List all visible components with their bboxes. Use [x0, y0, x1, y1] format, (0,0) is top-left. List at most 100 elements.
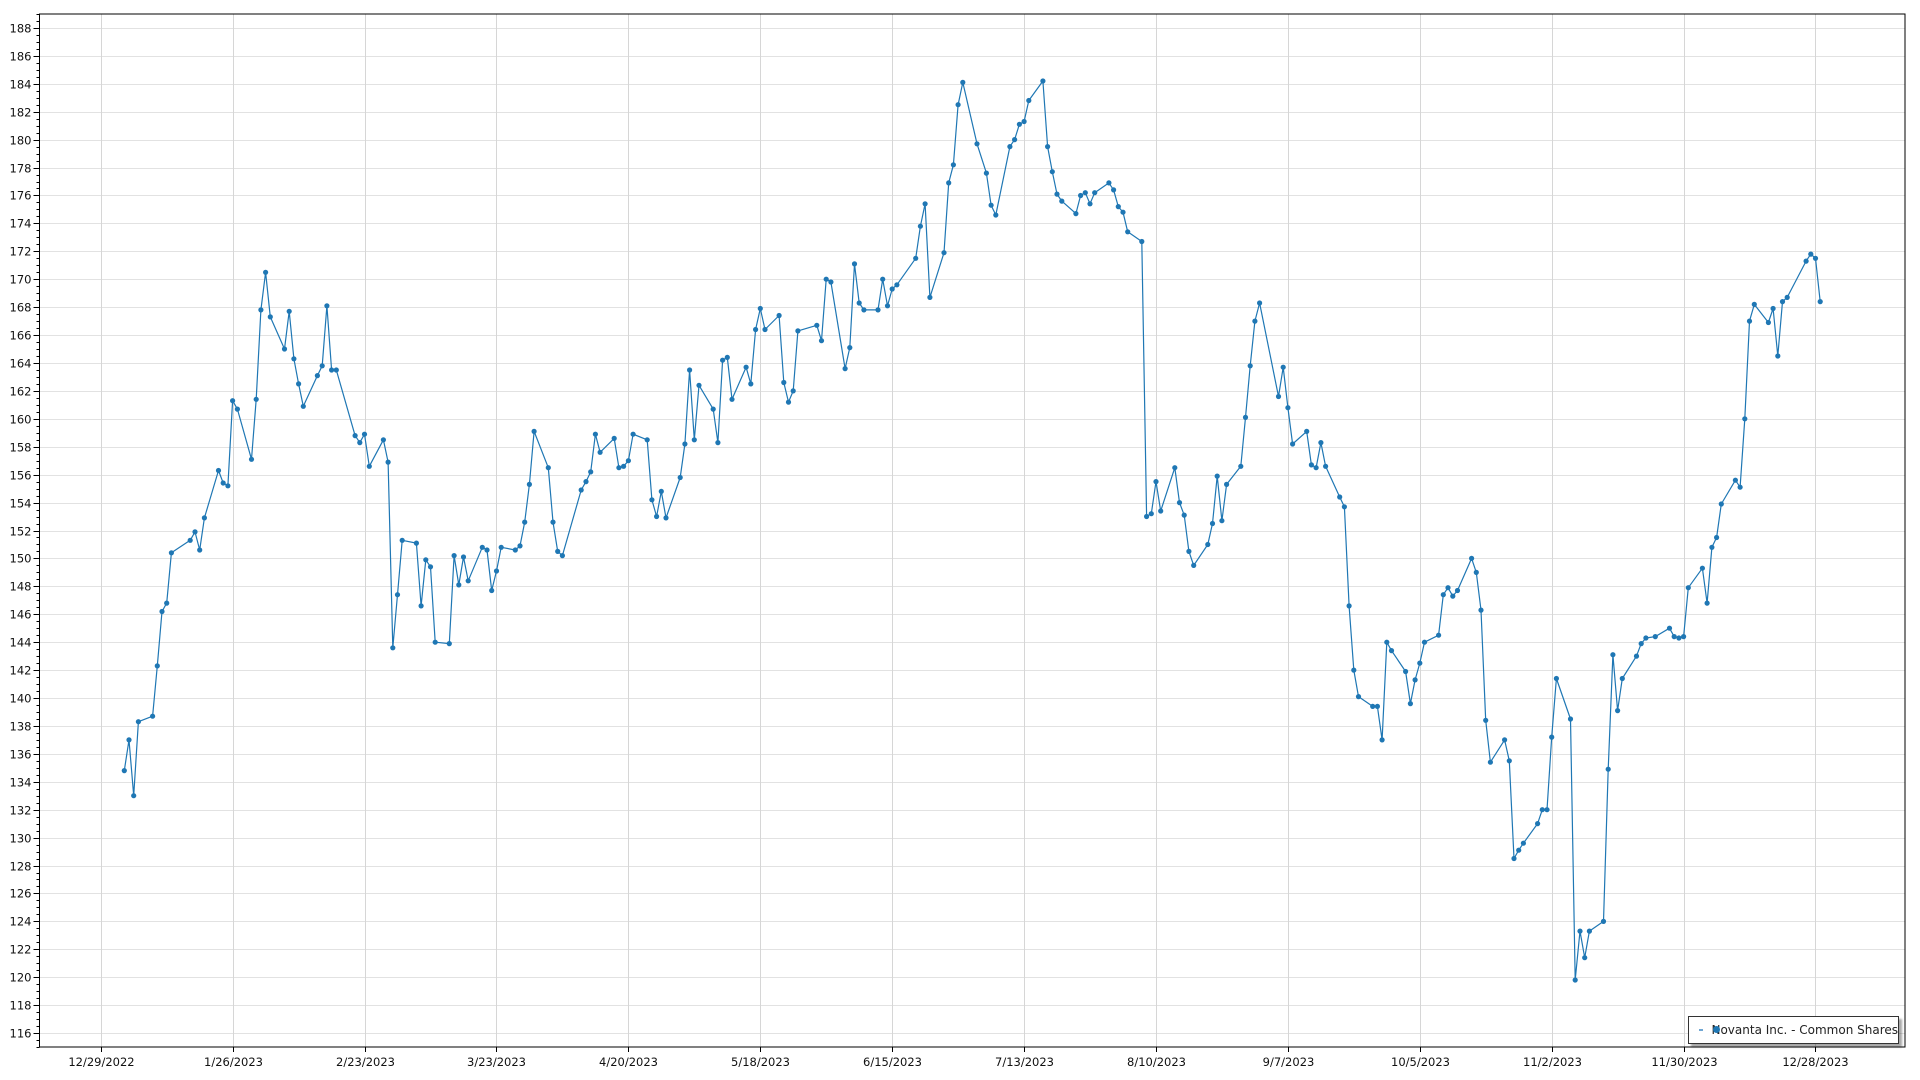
data-point	[1732, 477, 1738, 483]
data-point	[131, 793, 137, 799]
data-point	[974, 141, 980, 147]
data-point	[1280, 364, 1286, 370]
data-point	[917, 223, 924, 229]
data-point	[644, 437, 650, 443]
data-point	[126, 737, 132, 743]
data-point	[267, 314, 273, 320]
data-point	[1586, 928, 1592, 934]
data-point	[164, 600, 170, 606]
data-point	[1181, 512, 1187, 518]
data-point	[559, 553, 566, 559]
data-point	[1224, 481, 1230, 487]
data-point	[1252, 318, 1258, 324]
x-tick-label: 6/15/2023	[863, 1055, 922, 1069]
data-point	[361, 431, 368, 437]
data-point	[625, 458, 632, 464]
data-point	[366, 463, 372, 469]
data-point	[682, 441, 688, 447]
data-point	[781, 379, 787, 386]
data-point	[988, 202, 994, 208]
data-point	[795, 328, 801, 334]
data-point	[1652, 634, 1658, 640]
data-point	[1040, 78, 1046, 84]
data-point	[253, 396, 259, 402]
data-point	[927, 294, 933, 300]
y-tick-label: 174	[10, 217, 32, 231]
data-point	[1483, 717, 1489, 723]
data-point	[215, 467, 222, 474]
data-point	[1007, 144, 1013, 150]
data-point	[291, 356, 297, 362]
data-point	[399, 537, 405, 543]
data-point	[1374, 703, 1380, 710]
data-point	[1304, 428, 1310, 434]
data-point	[658, 488, 664, 494]
data-point	[1671, 634, 1677, 640]
data-point	[1323, 463, 1329, 469]
data-point	[333, 367, 339, 373]
data-point	[1704, 600, 1710, 606]
data-point	[1718, 501, 1724, 507]
data-point	[1605, 766, 1611, 772]
data-point	[1379, 737, 1385, 743]
data-point	[1337, 494, 1343, 500]
x-tick-label: 3/23/2023	[467, 1055, 526, 1069]
data-point	[861, 307, 867, 313]
data-point	[484, 547, 490, 553]
data-point	[281, 346, 288, 352]
data-point	[1275, 393, 1282, 400]
data-point	[894, 282, 900, 288]
data-point	[1742, 416, 1748, 422]
data-point	[1158, 508, 1164, 514]
x-tick-label: 5/18/2023	[731, 1055, 790, 1069]
data-point	[724, 354, 730, 360]
data-point	[1450, 593, 1456, 599]
data-point	[1092, 190, 1098, 196]
data-point	[1567, 716, 1574, 722]
y-tick-label: 162	[10, 385, 32, 399]
data-point	[394, 592, 401, 598]
data-point	[451, 553, 457, 559]
data-point	[150, 713, 156, 719]
y-tick-label: 180	[10, 134, 32, 148]
x-tick-label: 9/7/2023	[1263, 1055, 1315, 1069]
y-tick-label: 160	[10, 413, 32, 427]
data-point	[1341, 504, 1347, 510]
y-tick-label: 166	[10, 329, 32, 343]
data-point	[300, 403, 306, 409]
data-point	[828, 279, 834, 285]
legend: Novanta Inc. - Common Shares	[1688, 1016, 1899, 1044]
data-point	[588, 469, 594, 475]
data-point	[1714, 534, 1720, 541]
data-point	[1191, 562, 1197, 569]
data-point	[225, 483, 231, 489]
y-tick-label: 148	[10, 580, 32, 594]
data-point	[1681, 634, 1687, 640]
data-point	[352, 433, 358, 439]
data-point	[201, 515, 207, 521]
y-tick-label: 146	[10, 608, 32, 622]
legend-line-marker-icon	[1699, 1024, 1723, 1036]
data-point	[1516, 847, 1522, 853]
data-point	[729, 396, 735, 402]
data-point	[1407, 701, 1413, 707]
y-tick-label: 164	[10, 357, 32, 371]
data-point	[418, 603, 424, 609]
data-point	[649, 497, 655, 503]
data-point	[1685, 585, 1691, 591]
data-point	[1746, 318, 1753, 324]
data-point	[258, 307, 264, 313]
y-tick-label: 142	[10, 664, 32, 678]
data-point	[1502, 737, 1508, 743]
data-point	[168, 550, 174, 556]
data-point	[479, 544, 485, 550]
data-point	[1219, 518, 1225, 524]
data-point	[1610, 652, 1616, 658]
data-point	[446, 641, 452, 647]
data-point	[1242, 414, 1249, 420]
data-point	[357, 440, 363, 446]
y-tick-label: 132	[10, 804, 32, 818]
data-point	[1600, 918, 1607, 925]
data-point	[814, 322, 820, 328]
data-point	[1308, 462, 1314, 468]
